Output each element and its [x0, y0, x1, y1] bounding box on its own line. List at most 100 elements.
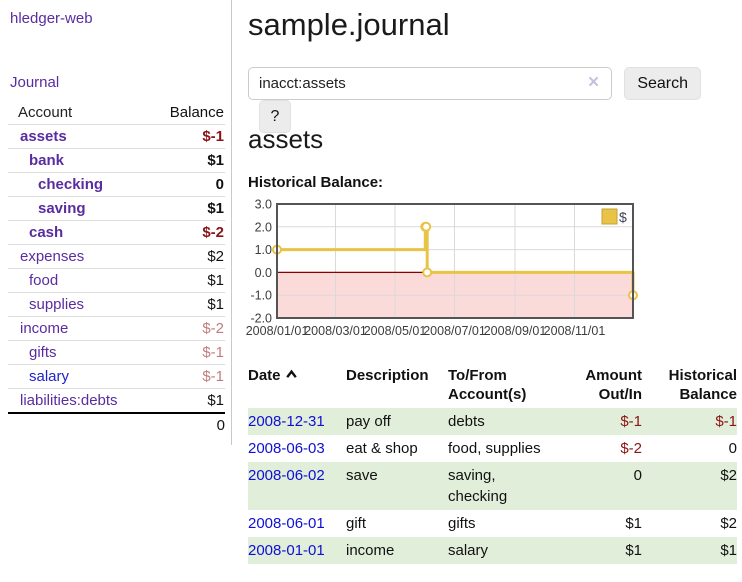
account-balance: $-1 — [152, 340, 225, 365]
transaction-date-link[interactable]: 2008-06-01 — [248, 515, 325, 532]
account-link-gifts[interactable]: gifts — [29, 344, 57, 361]
account-row: cash $-2 — [8, 220, 225, 245]
account-row: saving $1 — [8, 196, 225, 221]
account-link-salary[interactable]: salary — [29, 368, 70, 385]
page-title: sample.journal — [248, 7, 450, 42]
accounts-total: 0 — [152, 412, 225, 437]
account-link-supplies[interactable]: supplies — [29, 296, 85, 313]
register-column-date[interactable]: Date — [248, 364, 346, 408]
account-link-expenses[interactable]: expenses — [20, 248, 85, 265]
transaction-amount: $1 — [625, 542, 642, 559]
account-row: income $-2 — [8, 316, 225, 341]
account-balance: $1 — [152, 292, 225, 317]
transaction-row: 2008-06-02 save saving, checking 0 $2 — [248, 462, 737, 510]
svg-text:1.0: 1.0 — [255, 243, 272, 257]
accounts-column-header: Account — [8, 101, 153, 125]
accounts-table-header: Account Balance — [8, 101, 225, 125]
balance-column-header: Balance — [152, 101, 225, 125]
svg-text:-2.0: -2.0 — [250, 312, 272, 326]
account-row: liabilities:debts $1 — [8, 388, 225, 414]
svg-text:0.0: 0.0 — [255, 266, 272, 280]
chart-label: Historical Balance: — [248, 174, 384, 191]
transaction-description: eat & shop — [346, 440, 418, 457]
svg-text:2.0: 2.0 — [255, 220, 272, 234]
sidebar: hledger-web Journal Account Balance asse… — [0, 0, 232, 445]
account-link-bank[interactable]: bank — [29, 152, 65, 169]
sort-ascending-icon — [285, 367, 298, 384]
account-link-checking[interactable]: checking — [38, 176, 104, 193]
account-balance: $-2 — [152, 316, 225, 341]
svg-text:2008/03/01: 2008/03/01 — [304, 324, 367, 338]
svg-text:3.0: 3.0 — [255, 198, 272, 212]
account-link-food[interactable]: food — [29, 272, 59, 289]
transaction-accounts: saving, checking — [448, 467, 508, 505]
account-row: assets $-1 — [8, 124, 225, 149]
transaction-balance: 0 — [728, 440, 737, 457]
historical-balance-chart: $ 3.0 2.0 1.0 0.0 -1.0 -2.0 2008/01/01 2… — [238, 197, 737, 347]
transaction-balance: $2 — [720, 515, 737, 532]
balance-series-points — [272, 221, 638, 301]
transaction-balance: $2 — [720, 467, 737, 484]
account-row: expenses $2 — [8, 244, 225, 269]
help-button[interactable]: ? — [259, 100, 291, 133]
svg-text:2008/01/01: 2008/01/01 — [246, 324, 309, 338]
account-balance: $-1 — [152, 364, 225, 389]
account-balance: 0 — [152, 172, 225, 197]
account-row: supplies $1 — [8, 292, 225, 317]
svg-text:2008/11/01: 2008/11/01 — [544, 324, 606, 338]
transaction-accounts: salary — [448, 542, 489, 559]
register-column-amount: Amount Out/In — [585, 367, 642, 403]
transaction-description: gift — [346, 515, 367, 532]
transaction-date-link[interactable]: 2008-06-03 — [248, 440, 325, 457]
transaction-row: 2008-06-01 gift gifts $1 $2 — [248, 510, 737, 537]
search-input[interactable] — [248, 67, 612, 100]
transaction-accounts: food, supplies — [448, 440, 541, 457]
clear-search-icon[interactable]: × — [588, 72, 600, 93]
account-balance: $1 — [152, 148, 225, 173]
search-button[interactable]: Search — [624, 67, 702, 100]
chart-border — [276, 203, 634, 319]
register-table: Date Description To/From Account(s) Amou… — [248, 364, 737, 564]
account-balance: $-1 — [152, 124, 225, 149]
account-balance: $2 — [152, 244, 225, 269]
svg-text:-1.0: -1.0 — [250, 289, 272, 303]
legend-swatch — [601, 208, 618, 225]
transaction-date-link[interactable]: 2008-01-01 — [248, 542, 325, 559]
account-row: gifts $-1 — [8, 340, 225, 365]
x-axis-labels: 2008/01/01 2008/03/01 2008/05/01 2008/07… — [246, 324, 606, 338]
account-row: bank $1 — [8, 148, 225, 173]
account-link-liabilities-debts[interactable]: liabilities:debts — [20, 392, 118, 409]
register-column-balance: Historical Balance — [668, 367, 737, 403]
account-link-assets[interactable]: assets — [20, 128, 67, 145]
register-header-row: Date Description To/From Account(s) Amou… — [248, 364, 737, 408]
transaction-description: pay off — [346, 413, 391, 430]
account-row: salary $-1 — [8, 364, 225, 389]
accounts-table: Account Balance assets $-1 bank $1 check… — [8, 101, 225, 437]
transaction-description: save — [346, 467, 378, 484]
transaction-date-link[interactable]: 2008-12-31 — [248, 413, 325, 430]
transaction-row: 2008-06-03 eat & shop food, supplies $-2… — [248, 435, 737, 462]
svg-text:2008/07/01: 2008/07/01 — [423, 324, 486, 338]
account-balance: $1 — [152, 196, 225, 221]
account-balance: $1 — [152, 388, 225, 414]
transaction-row: 2008-12-31 pay off debts $-1 $-1 — [248, 408, 737, 435]
sidebar-item-journal[interactable]: Journal — [10, 74, 60, 91]
main-content: sample.journal × Search ? assets Histori… — [246, 0, 737, 564]
account-row: checking 0 — [8, 172, 225, 197]
transaction-row: 2008-01-01 income salary $1 $1 — [248, 537, 737, 564]
transaction-description: income — [346, 542, 395, 559]
app-brand-link[interactable]: hledger-web — [10, 10, 93, 27]
transaction-amount: $-1 — [620, 413, 642, 430]
legend-label: $ — [619, 209, 627, 225]
register-column-accounts: To/From Account(s) — [448, 367, 527, 403]
account-row: food $1 — [8, 268, 225, 293]
accounts-total-row: 0 — [8, 412, 225, 437]
svg-text:2008/09/01: 2008/09/01 — [484, 324, 547, 338]
account-link-income[interactable]: income — [20, 320, 69, 337]
account-link-saving[interactable]: saving — [38, 200, 86, 217]
transaction-amount: $-2 — [620, 440, 642, 457]
transaction-date-link[interactable]: 2008-06-02 — [248, 467, 325, 484]
transaction-accounts: debts — [448, 413, 485, 430]
transaction-balance: $-1 — [715, 413, 737, 430]
account-link-cash[interactable]: cash — [29, 224, 64, 241]
